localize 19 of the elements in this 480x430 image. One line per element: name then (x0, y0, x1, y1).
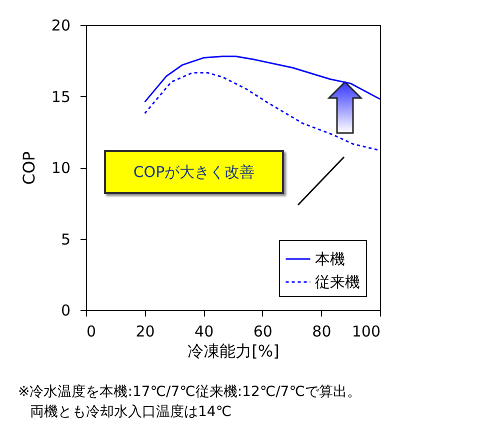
callout-box: COPが大きく改善 (104, 150, 284, 194)
x-tick-label: 60 (253, 322, 272, 340)
x-tick-label: 40 (194, 322, 214, 340)
x-tick-label: 0 (86, 322, 96, 340)
y-tick-label: 0 (60, 302, 70, 320)
legend-label: 従来機 (315, 273, 360, 291)
text: 両機とも冷却水入口温度は14℃ (30, 403, 232, 421)
y-tick-label: 20 (51, 16, 70, 34)
y-tick-label: 10 (51, 159, 70, 177)
text: ※冷水温度を本機:17℃/7℃従来機:12℃/7℃で算出。 (18, 383, 361, 401)
x-tick-label: 80 (312, 322, 332, 340)
x-tick-label: 100 (352, 322, 380, 340)
line-series (144, 56, 381, 103)
legend-label: 本機 (315, 250, 345, 268)
y-axis-title: COP (19, 150, 38, 185)
y-tick-label: 15 (51, 88, 70, 106)
x-tick-label: 20 (136, 322, 155, 340)
x-axis-title: 冷凍能力[%] (188, 342, 280, 360)
y-tick-label: 5 (60, 230, 70, 248)
